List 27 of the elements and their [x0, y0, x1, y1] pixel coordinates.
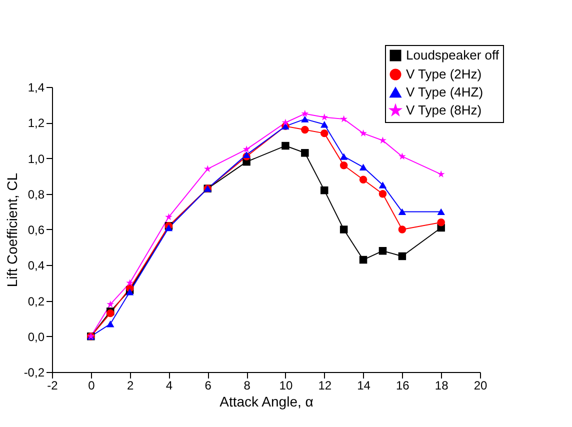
x-tick-label: 14: [357, 378, 371, 392]
x-tick-label: 10: [279, 378, 293, 392]
x-tick-label: 0: [88, 378, 96, 392]
legend-label: V Type (4HZ): [406, 84, 484, 100]
y-tick-label: -0,2: [24, 366, 45, 380]
y-tick-label: 0,4: [28, 258, 45, 273]
y-axis-title: Lift Coefficient, CL: [4, 172, 20, 288]
y-tick-label: 0,8: [28, 187, 45, 202]
y-tick-label: 1,0: [28, 152, 45, 166]
legend-label: V Type (2Hz): [406, 66, 482, 82]
legend-label: V Type (8Hz): [406, 102, 482, 118]
y-tick-label: 0,2: [28, 294, 45, 308]
x-axis-title: Attack Angle, α: [220, 394, 314, 410]
y-tick-label: 1,4: [28, 80, 45, 94]
x-tick-label: 8: [244, 378, 251, 392]
x-tick-label: 16: [396, 378, 410, 392]
x-tick-label: -2: [47, 378, 58, 392]
x-tick-label: 6: [204, 378, 212, 392]
x-tick-label: 4: [166, 378, 173, 392]
y-tick-label: 1,2: [28, 116, 45, 130]
legend-label: Loudspeaker off: [406, 48, 500, 62]
x-tick-label: 20: [474, 378, 488, 392]
x-tick-label: 18: [434, 378, 449, 392]
x-tick-label: 2: [126, 378, 134, 392]
x-tick-label: 12: [318, 378, 332, 392]
y-tick-label: 0,0: [28, 330, 45, 344]
y-tick-label: 0,6: [28, 223, 45, 237]
